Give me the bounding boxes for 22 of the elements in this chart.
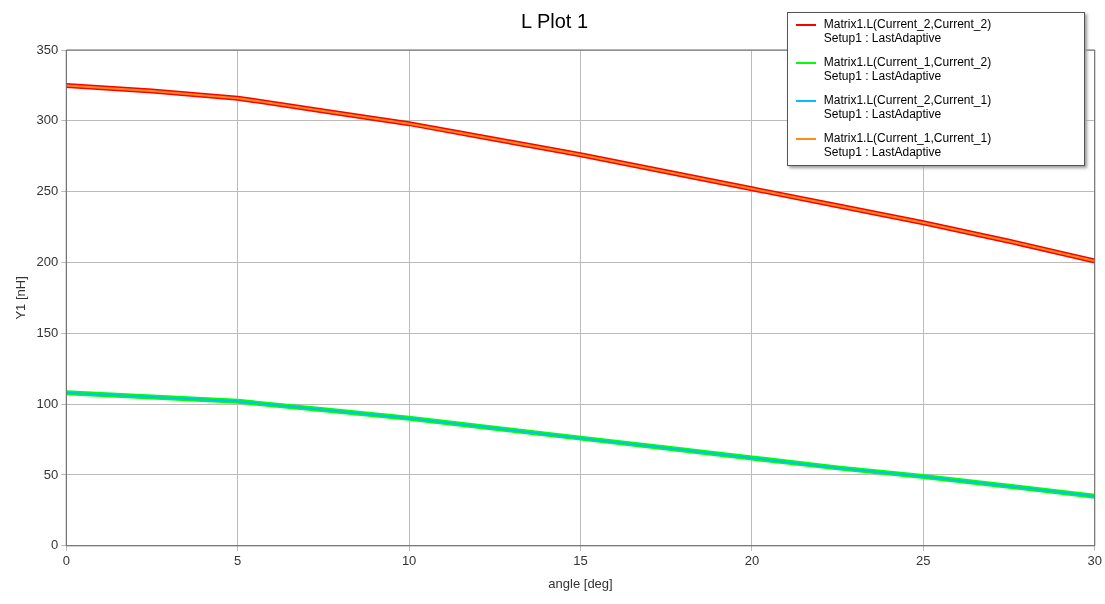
- y-tick-label: 0: [51, 537, 59, 553]
- y-tick-label: 350: [36, 41, 59, 57]
- y-tick-label: 200: [36, 254, 59, 270]
- legend-label: Matrix1.L(Current_1,Current_2) Setup1 : LastAdaptive: [823, 55, 992, 83]
- x-axis-title: angle [deg]: [548, 575, 613, 591]
- legend-label: Matrix1.L(Current_1,Current_1) Setup1 : LastAdaptive: [823, 131, 992, 159]
- legend-label: Matrix1.L(Current_2,Current_1) Setup1 : LastAdaptive: [823, 93, 992, 121]
- legend-label: Matrix1.L(Current_2,Current_2) Setup1 : LastAdaptive: [823, 17, 992, 45]
- y-tick-label: 50: [43, 466, 59, 482]
- y-axis-title: Y1 [nH]: [13, 276, 29, 320]
- x-tick-label: 0: [62, 553, 70, 569]
- x-tick-label: 20: [744, 553, 760, 569]
- y-tick-label: 250: [36, 183, 59, 199]
- x-tick-label: 25: [916, 553, 931, 569]
- x-tick-label: 10: [401, 553, 417, 569]
- x-tick-label: 15: [573, 553, 588, 569]
- y-tick-label: 100: [36, 395, 59, 411]
- y-tick-label: 150: [36, 324, 59, 340]
- y-tick-label: 300: [36, 112, 59, 128]
- x-tick-label: 30: [1087, 553, 1102, 569]
- x-tick-label: 5: [234, 553, 242, 569]
- chart-title: L Plot 1: [520, 9, 589, 32]
